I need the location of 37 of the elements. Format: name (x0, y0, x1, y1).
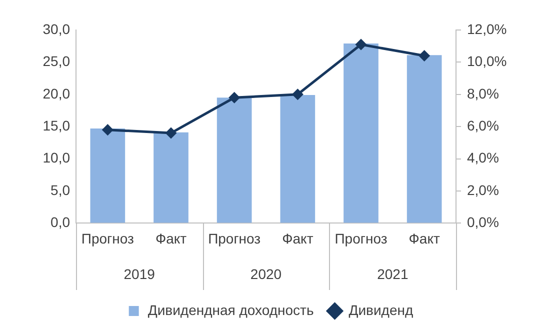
point (229, 92, 240, 103)
y-tick-label: 15,0 (42, 117, 70, 134)
x-tick-label: Факт (282, 230, 314, 246)
x-tick-label: Факт (155, 230, 188, 246)
point (419, 50, 430, 62)
y-tick-label: 5,0 (50, 182, 70, 198)
bar (90, 128, 126, 223)
y-tick-label: 30,0 (42, 20, 70, 37)
y2-tick-label: 8,0% (467, 85, 499, 102)
x-tick-label: Прогноз (334, 230, 388, 246)
y-tick-label: 10,0 (42, 150, 70, 166)
bar (344, 44, 378, 223)
text: 2020 (250, 266, 282, 282)
text: 2021 (377, 266, 408, 282)
y2-tick-label: 10,0% (467, 53, 507, 70)
point (356, 39, 366, 50)
legend-label: Дивиденд (348, 302, 414, 318)
x-tick-label: Прогноз (81, 230, 134, 246)
x-tick-label: Прогноз (208, 230, 261, 246)
y2-tick-label: 12,0% (467, 20, 507, 37)
y-tick-label: 20,0 (42, 85, 70, 102)
point (166, 128, 176, 138)
bar (216, 98, 252, 223)
y-tick-label: 0,0 (50, 214, 70, 230)
text: 2019 (124, 266, 156, 282)
point (102, 124, 113, 136)
point (292, 89, 303, 100)
bar (406, 55, 442, 223)
legend-label: Дивидендная доходность (148, 302, 314, 318)
bar (154, 132, 188, 223)
y2-tick-label: 2,0% (467, 182, 499, 198)
y2-tick-label: 6,0% (467, 117, 499, 134)
y2-tick-label: 4,0% (467, 150, 499, 166)
bar (280, 95, 316, 223)
x-tick-label: Факт (408, 230, 440, 246)
y-tick-label: 25,0 (42, 53, 70, 70)
y2-tick-label: 0,0% (467, 214, 499, 230)
